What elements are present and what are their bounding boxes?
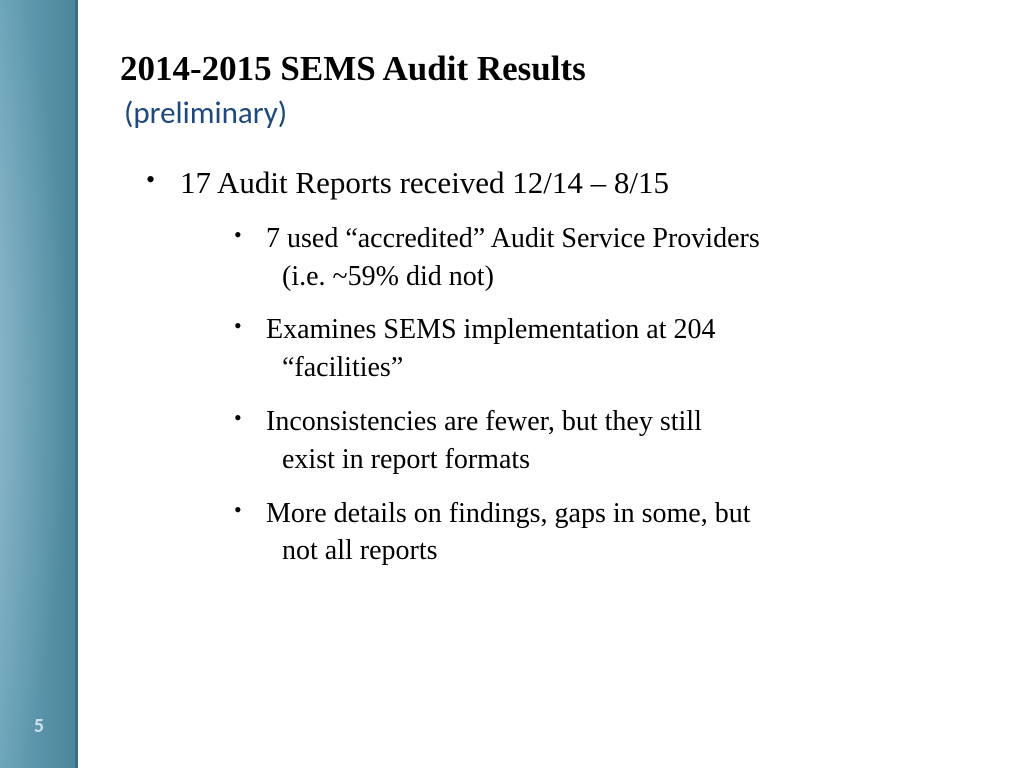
sub-bullet-item: Inconsistencies are fewer, but they stil… <box>230 403 984 479</box>
bullet-list-level1: 17 Audit Reports received 12/14 – 8/15 7… <box>140 162 984 570</box>
sub-bullet-line1: Inconsistencies are fewer, but they stil… <box>266 406 702 437</box>
sub-bullet-line2: “facilities” <box>266 349 984 387</box>
page-number: 5 <box>0 714 78 738</box>
sub-bullet-line2: exist in report formats <box>266 441 984 479</box>
sub-bullet-item: Examines SEMS implementation at 204 “fac… <box>230 311 984 387</box>
sub-bullet-line1: 7 used “accredited” Audit Service Provid… <box>266 223 760 254</box>
sub-bullet-line1: Examines SEMS implementation at 204 <box>266 314 716 345</box>
bullet-text: 17 Audit Reports received 12/14 – 8/15 <box>180 165 669 200</box>
sub-bullet-item: 7 used “accredited” Audit Service Provid… <box>230 220 984 296</box>
bullet-list-level2: 7 used “accredited” Audit Service Provid… <box>230 220 984 570</box>
slide-title: 2014-2015 SEMS Audit Results <box>120 48 984 90</box>
bullet-item-main: 17 Audit Reports received 12/14 – 8/15 7… <box>140 162 984 570</box>
sidebar-decoration: 5 <box>0 0 78 768</box>
sub-bullet-line2: (i.e. ~59% did not) <box>266 258 984 296</box>
slide-subtitle: (preliminary) <box>124 94 984 132</box>
sub-bullet-line1: More details on findings, gaps in some, … <box>266 498 751 529</box>
slide-content: 2014-2015 SEMS Audit Results (preliminar… <box>78 0 1024 626</box>
sub-bullet-item: More details on findings, gaps in some, … <box>230 495 984 571</box>
sub-bullet-line2: not all reports <box>266 532 984 570</box>
